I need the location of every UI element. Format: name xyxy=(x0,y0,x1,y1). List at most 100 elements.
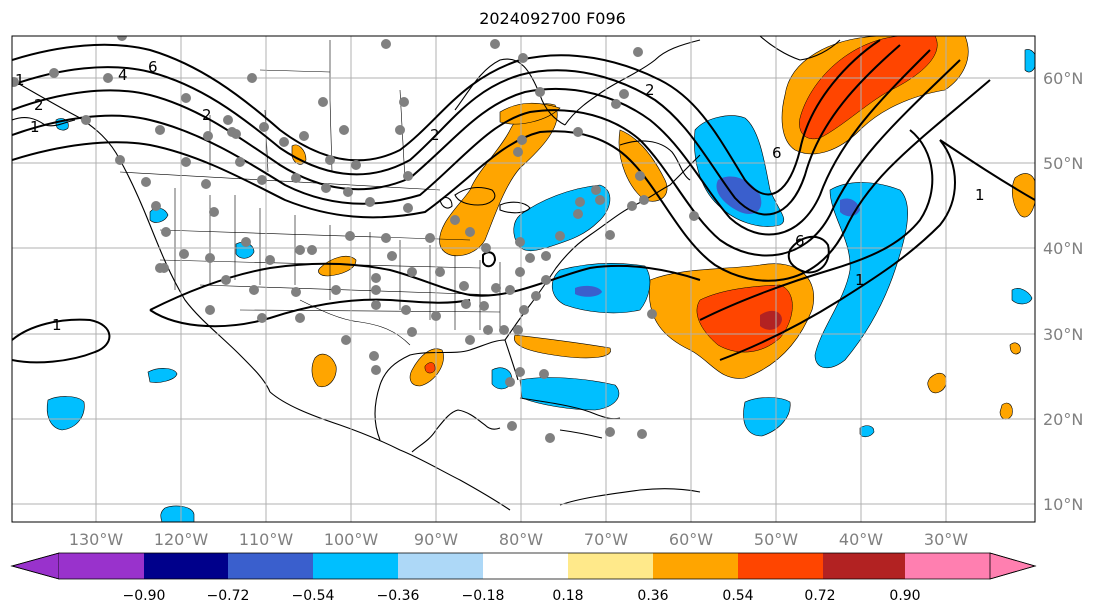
colorbar-swatch xyxy=(59,553,144,579)
graticule xyxy=(12,36,1035,522)
latitude-labels: 60°N 50°N 40°N 30°N 20°N 10°N xyxy=(1043,69,1083,514)
lat-label: 50°N xyxy=(1043,154,1083,173)
station-marker xyxy=(465,227,475,237)
station-marker xyxy=(481,243,491,253)
station-marker xyxy=(257,313,267,323)
station-markers xyxy=(12,36,699,443)
station-marker xyxy=(331,285,341,295)
station-marker xyxy=(399,97,409,107)
contour-label: 4 xyxy=(118,66,128,84)
colorbar-tick-label: 0.54 xyxy=(722,588,753,604)
station-marker xyxy=(483,325,493,335)
station-marker xyxy=(141,177,151,187)
contour-label: 2 xyxy=(34,96,44,114)
colorbar-swatch xyxy=(653,553,738,579)
contour-label: 1 xyxy=(15,71,25,89)
station-marker xyxy=(513,325,523,335)
station-marker xyxy=(619,89,629,99)
contour-label: 1 xyxy=(52,316,62,334)
station-marker xyxy=(425,233,435,243)
colorbar-tick-label: −0.36 xyxy=(377,588,420,604)
station-marker xyxy=(461,299,471,309)
station-marker xyxy=(223,115,233,125)
station-marker xyxy=(209,207,219,217)
lon-label: 80°W xyxy=(499,530,543,549)
colorbar-swatch xyxy=(313,553,398,579)
station-marker xyxy=(490,39,500,49)
station-marker xyxy=(221,275,231,285)
station-marker xyxy=(341,335,351,345)
station-marker xyxy=(235,157,245,167)
station-marker xyxy=(201,179,211,189)
contour-labels: 1 2 6 4 2 2 6 6 1 1 1 2 1 xyxy=(15,58,985,334)
station-marker xyxy=(295,245,305,255)
contour-label: 1 xyxy=(855,271,865,289)
station-marker xyxy=(465,335,475,345)
station-marker xyxy=(531,291,541,301)
lon-label: 70°W xyxy=(584,530,628,549)
station-marker xyxy=(450,215,460,225)
station-marker xyxy=(117,36,127,41)
station-marker xyxy=(343,187,353,197)
contour-label: 6 xyxy=(148,58,158,76)
lat-label: 60°N xyxy=(1043,69,1083,88)
station-marker xyxy=(81,115,91,125)
station-marker xyxy=(339,125,349,135)
station-marker xyxy=(605,230,615,240)
station-marker xyxy=(535,87,545,97)
station-marker xyxy=(387,251,397,261)
colorbar xyxy=(10,552,1037,580)
colorbar-tick-label: −0.90 xyxy=(123,588,166,604)
station-marker xyxy=(381,233,391,243)
contour-label: 1 xyxy=(30,118,40,136)
station-marker xyxy=(325,155,335,165)
station-marker xyxy=(295,313,305,323)
station-marker xyxy=(103,73,113,83)
station-marker xyxy=(291,287,301,297)
lon-label: 110°W xyxy=(239,530,294,549)
station-marker xyxy=(257,175,267,185)
station-marker xyxy=(555,231,565,241)
lon-label: 40°W xyxy=(839,530,883,549)
station-marker xyxy=(479,301,489,311)
contour-label: 6 xyxy=(772,144,782,162)
contour-label: 2 xyxy=(202,106,212,124)
station-marker xyxy=(381,39,391,49)
station-marker xyxy=(241,237,251,247)
colorbar-tick-label: 0.36 xyxy=(637,588,668,604)
station-marker xyxy=(321,183,331,193)
contour-label: 6 xyxy=(795,232,805,250)
colorbar-outline xyxy=(10,552,1037,580)
colorbar-swatch xyxy=(568,553,653,579)
lon-label: 120°W xyxy=(154,530,209,549)
station-marker xyxy=(291,173,301,183)
station-marker xyxy=(499,325,509,335)
station-marker xyxy=(247,73,257,83)
station-marker xyxy=(525,253,535,263)
station-marker xyxy=(539,369,549,379)
station-marker xyxy=(401,305,411,315)
colorbar-swatch xyxy=(483,553,568,579)
map-frame xyxy=(11,35,1036,523)
colorbar-ticks: −0.90 −0.72 −0.54 −0.36 −0.18 0.18 0.36 … xyxy=(123,588,921,604)
station-marker xyxy=(611,99,621,109)
station-marker xyxy=(515,367,525,377)
station-marker xyxy=(689,211,699,221)
station-marker xyxy=(639,195,649,205)
contour-label: 1 xyxy=(975,186,985,204)
station-marker xyxy=(573,127,583,137)
station-marker xyxy=(633,47,643,57)
station-marker xyxy=(515,267,525,277)
station-marker xyxy=(407,267,417,277)
map-title: 2024092700 F096 xyxy=(479,9,626,28)
station-marker xyxy=(12,77,19,87)
station-marker xyxy=(115,155,125,165)
station-marker xyxy=(179,249,189,259)
station-marker xyxy=(159,263,169,273)
station-marker xyxy=(491,283,501,293)
station-marker xyxy=(605,427,615,437)
station-marker xyxy=(203,131,213,141)
station-marker xyxy=(519,305,529,315)
station-marker xyxy=(515,237,525,247)
lon-label: 60°W xyxy=(669,530,713,549)
